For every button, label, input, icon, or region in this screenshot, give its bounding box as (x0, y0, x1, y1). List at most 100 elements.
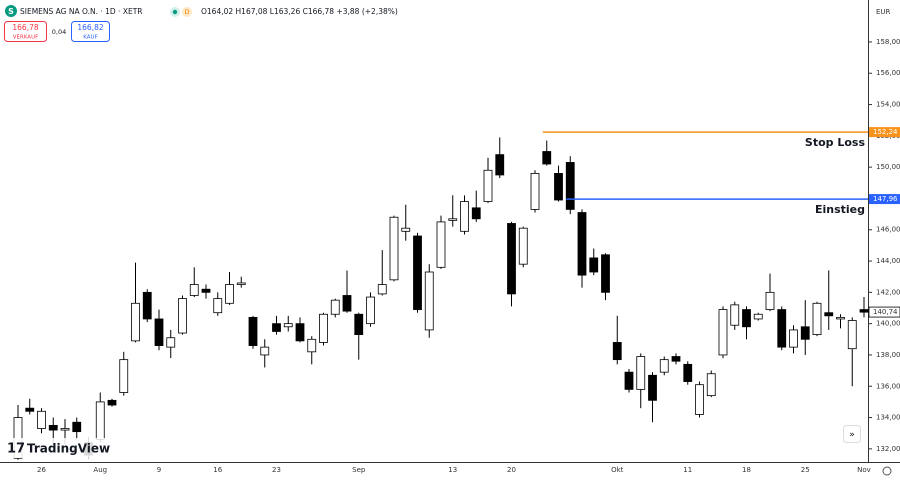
sell-price: 166,78 (12, 23, 38, 32)
candle-body (753, 313, 763, 320)
candle-body (319, 313, 328, 343)
candle-body (142, 291, 152, 320)
y-tick-label: 134,00 (876, 414, 900, 422)
status-dot (172, 9, 178, 15)
scroll-button[interactable] (843, 425, 861, 443)
candle-body (577, 212, 587, 276)
candle-body (25, 407, 35, 412)
candle-body (742, 309, 751, 328)
candle-body (448, 218, 458, 221)
brand-name: TradingView (27, 442, 110, 456)
candle-body (636, 356, 646, 390)
price-tag-label: 147,96 (873, 195, 898, 203)
currency[interactable]: EUR (876, 8, 891, 16)
candle-body (612, 342, 622, 361)
brand-bg (4, 438, 110, 458)
x-tick-label: Okt (611, 466, 624, 474)
y-tick-label: 156,00 (876, 69, 900, 77)
candle-body (683, 363, 693, 382)
candle-body (48, 424, 58, 431)
candle-body (601, 254, 610, 293)
x-tick-label: 25 (801, 466, 810, 474)
y-tick-label: 154,00 (876, 101, 900, 109)
brand-icon: 17 (7, 442, 25, 457)
x-tick-label: 11 (683, 466, 692, 474)
candle-body (436, 221, 446, 268)
candle-body (260, 346, 270, 356)
price-tag-label: 152,24 (873, 128, 898, 136)
candle-body (800, 326, 810, 340)
candle-body (72, 421, 82, 433)
candle-body (565, 162, 575, 210)
x-tick-label: Sep (352, 466, 366, 474)
candle-body (518, 227, 528, 265)
candle-body (730, 304, 740, 326)
candle-body (659, 359, 669, 373)
candle-body (554, 173, 563, 201)
candle-body (507, 223, 516, 295)
candle-body (283, 323, 293, 328)
candle-body (765, 291, 775, 310)
level-label: Einstieg (815, 203, 865, 216)
y-tick-label: 158,00 (876, 38, 900, 46)
candle-body (530, 173, 540, 210)
candle-body (201, 288, 211, 293)
price-tag (869, 127, 900, 138)
x-tick-label: 23 (272, 466, 281, 474)
candle-body (401, 227, 411, 232)
scroll-icon: » (849, 430, 855, 440)
candle-body (460, 201, 469, 232)
ohlc-info: O164,02 H167,08 L163,26 C166,78 +3,88 (+… (201, 7, 398, 16)
x-tick-label: 13 (448, 466, 457, 474)
candle-body (777, 309, 787, 348)
candle-body (377, 284, 387, 295)
buy-button[interactable] (71, 21, 110, 42)
spread: 0,04 (52, 28, 66, 36)
candle-body (236, 282, 246, 285)
candle-body (131, 302, 140, 342)
candle-body (60, 428, 70, 431)
x-tick-label: 18 (742, 466, 751, 474)
candle-body (718, 309, 728, 356)
sell-label: VERKAUF (13, 35, 39, 41)
candle-body (589, 257, 599, 273)
symbol-title: SIEMENS AG NA O.N. · 1D · XETR (20, 7, 143, 16)
candle-body (295, 323, 305, 342)
candle-body (166, 337, 176, 348)
candle-body (836, 316, 845, 320)
buy-price: 166,82 (77, 23, 103, 32)
candle-body (671, 356, 681, 362)
candle-body (307, 338, 317, 353)
candle-body (483, 169, 493, 202)
candle-body (178, 298, 187, 334)
candle-body (342, 295, 352, 312)
candle-body (706, 373, 716, 397)
candle-body (272, 323, 281, 332)
candle-body (495, 154, 505, 176)
x-tick-label: 26 (37, 466, 46, 474)
candle-body (95, 401, 105, 440)
y-tick-label: 138,00 (876, 351, 900, 359)
badge: D (184, 8, 189, 16)
candle-body (248, 316, 258, 346)
y-tick-label: 140,00 (876, 320, 900, 328)
badge-bg (182, 7, 192, 17)
candle-body (119, 359, 129, 393)
y-tick-label: 136,00 (876, 382, 900, 390)
y-tick-label: 132,00 (876, 445, 900, 453)
sell-button[interactable] (4, 21, 47, 42)
candle-body (648, 374, 657, 401)
settings-icon[interactable] (882, 466, 892, 476)
candle-body (330, 299, 340, 315)
candle-body (225, 284, 234, 304)
last-price-tag (868, 306, 900, 318)
candle-body (37, 410, 46, 429)
y-tick-label: 144,00 (876, 257, 900, 265)
symbol-logo-letter: S (8, 7, 14, 16)
candle-body (189, 284, 199, 296)
candle-body (389, 216, 399, 281)
y-tick-label: 150,00 (876, 163, 900, 171)
